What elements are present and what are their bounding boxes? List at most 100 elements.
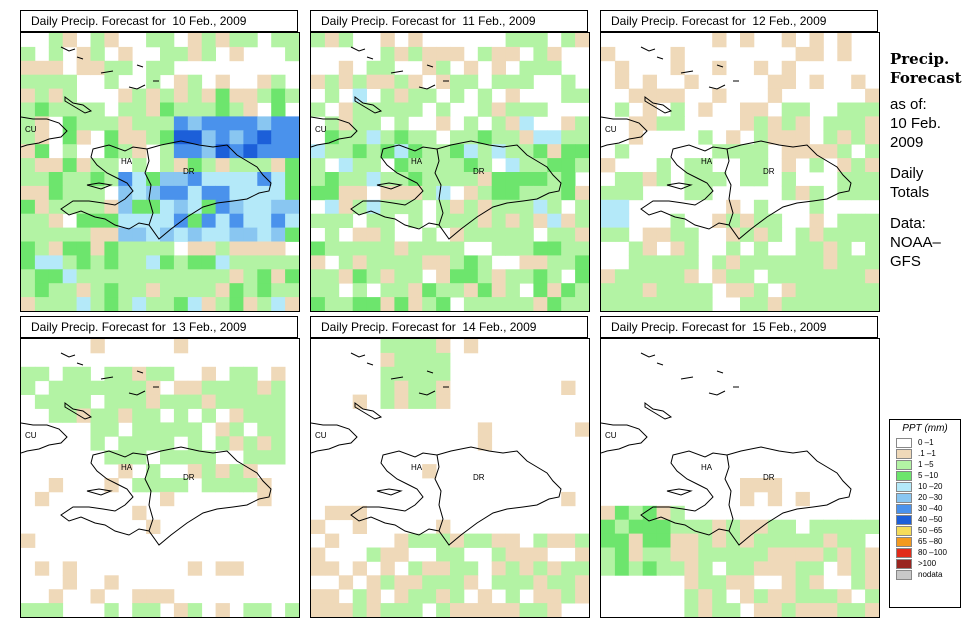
precip-cell — [533, 269, 548, 284]
precip-cell — [160, 33, 175, 48]
precip-cell — [781, 297, 796, 311]
precip-cell — [519, 144, 534, 159]
precip-cell — [21, 88, 36, 103]
precip-cell — [519, 269, 534, 284]
precip-cell — [753, 102, 769, 117]
precip-cell — [338, 74, 354, 89]
precip-cell — [229, 478, 244, 493]
precip-cell — [229, 172, 244, 187]
precip-cell — [491, 199, 506, 215]
precip-cell — [450, 74, 465, 89]
precip-cell — [215, 464, 230, 479]
precip-cell — [215, 213, 230, 228]
precip-cell — [795, 116, 810, 131]
precip-cell — [215, 394, 230, 409]
precip-cell — [394, 241, 409, 256]
precip-cell — [104, 366, 119, 382]
precip-cell — [851, 74, 866, 89]
precip-cell — [104, 241, 119, 256]
precip-cell — [533, 283, 548, 298]
precip-cell — [352, 144, 367, 159]
precip-cell — [837, 130, 852, 145]
precip-cell — [656, 88, 671, 103]
precip-cell — [271, 33, 286, 48]
precip-cell — [352, 227, 367, 242]
precip-cell — [76, 394, 91, 409]
precip-cell — [62, 116, 77, 131]
precip-cell — [21, 366, 36, 382]
precip-cell — [422, 575, 437, 590]
legend-swatch — [896, 525, 912, 536]
precip-cell — [628, 533, 644, 548]
precip-cell — [547, 60, 562, 76]
precip-cell — [146, 464, 161, 479]
precip-cell — [740, 227, 755, 242]
legend-swatch — [896, 437, 912, 448]
precip-cell — [173, 269, 189, 284]
precip-cell — [48, 33, 64, 48]
precip-cell — [408, 255, 423, 270]
precip-cell — [201, 158, 216, 173]
country-label-cuba: CU — [25, 125, 37, 134]
precip-cell — [491, 547, 506, 562]
coastline — [426, 370, 449, 388]
precip-cell — [505, 88, 520, 103]
precip-cell — [90, 283, 105, 298]
precip-cell — [712, 60, 727, 76]
precip-cell — [215, 33, 230, 48]
precip-cell — [614, 199, 630, 215]
precip-cell — [257, 185, 272, 201]
precip-cell — [187, 199, 203, 215]
precip-cell — [519, 130, 534, 145]
precip-cell — [243, 450, 258, 465]
precip-cell — [352, 561, 367, 576]
precip-cell — [422, 144, 437, 159]
precip-cell — [34, 116, 50, 131]
coastline — [640, 352, 726, 420]
precip-cell — [491, 297, 506, 311]
precip-cell — [394, 255, 409, 270]
coastline — [640, 46, 726, 114]
precip-cell — [187, 130, 203, 145]
precip-cell — [324, 561, 340, 576]
precip-cell — [104, 603, 119, 617]
precip-cell — [271, 74, 286, 89]
precip-cell — [408, 172, 423, 187]
precip-cell — [601, 283, 616, 298]
precip-cell — [132, 102, 147, 117]
precip-cell — [712, 589, 727, 604]
precip-cell — [809, 561, 824, 576]
precip-cell — [338, 102, 354, 117]
precip-cell — [740, 283, 755, 298]
precip-cell — [823, 241, 838, 256]
precip-cell — [21, 116, 36, 131]
precip-cell — [90, 60, 105, 76]
precip-cell — [271, 88, 286, 103]
precip-cell — [394, 88, 409, 103]
precip-cell — [767, 88, 783, 103]
precip-cell — [463, 172, 479, 187]
precip-cell — [243, 130, 258, 145]
precip-cell — [338, 575, 354, 590]
precip-cell — [366, 130, 381, 145]
precip-grid — [311, 339, 589, 617]
coastline — [434, 454, 444, 532]
precip-cell — [698, 575, 713, 590]
precip-cell — [132, 450, 147, 465]
precip-cell — [285, 297, 299, 311]
precip-cell — [781, 33, 796, 48]
asof-year: 2009 — [890, 134, 924, 151]
precip-cell — [48, 172, 64, 187]
precip-cell — [823, 116, 838, 131]
precip-cell — [795, 603, 810, 617]
precip-cell — [311, 144, 326, 159]
precip-cell — [48, 589, 64, 604]
precip-cell — [505, 603, 520, 617]
precip-cell — [698, 185, 713, 201]
precip-cell — [21, 144, 36, 159]
precip-cell — [450, 255, 465, 270]
precip-cell — [76, 185, 91, 201]
precip-cell — [505, 33, 520, 48]
precip-cell — [436, 60, 451, 76]
precip-cell — [436, 46, 451, 62]
